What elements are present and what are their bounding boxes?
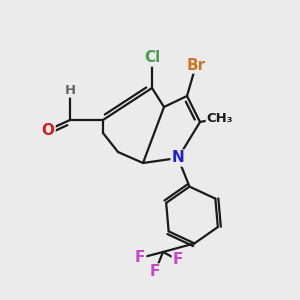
Text: H: H bbox=[64, 83, 76, 97]
Text: Cl: Cl bbox=[144, 50, 160, 65]
Text: O: O bbox=[41, 122, 55, 137]
Text: F: F bbox=[150, 265, 160, 280]
Text: F: F bbox=[135, 250, 145, 266]
Text: F: F bbox=[173, 253, 183, 268]
Text: CH₃: CH₃ bbox=[207, 112, 233, 124]
Text: Br: Br bbox=[186, 58, 206, 73]
Text: N: N bbox=[172, 151, 184, 166]
